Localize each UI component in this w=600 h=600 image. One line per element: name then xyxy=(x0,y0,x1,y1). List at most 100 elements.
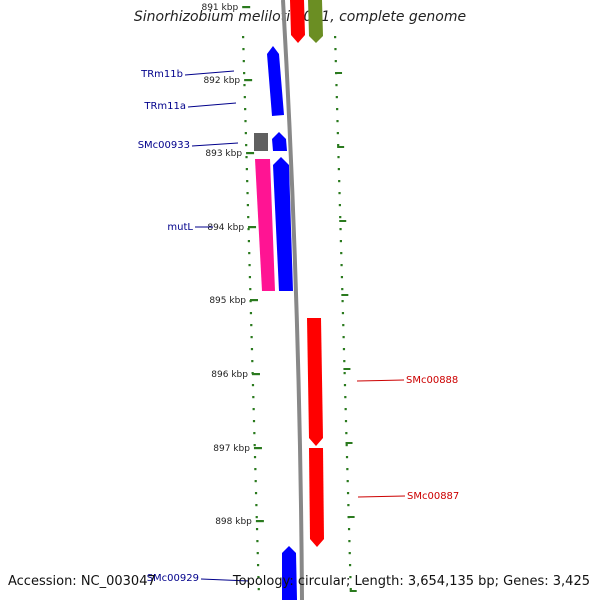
guide-dot xyxy=(342,324,345,327)
guide-dot xyxy=(248,264,251,267)
guide-dot xyxy=(346,492,350,495)
genome-info-label: Topology: circular; Length: 3,654,135 bp… xyxy=(232,574,590,589)
minor-tick xyxy=(339,220,347,222)
gene-label[interactable]: SMc00929 xyxy=(147,573,199,584)
guide-dot xyxy=(250,324,253,327)
guide-dot xyxy=(340,252,343,255)
gene-label-leaders xyxy=(184,70,406,582)
guide-dot xyxy=(250,336,253,339)
guide-dot xyxy=(249,288,252,291)
guide-dot xyxy=(338,192,341,195)
guide-dot xyxy=(254,492,258,495)
genome-backbone xyxy=(281,0,304,600)
guide-dot xyxy=(246,180,249,183)
guide-dot xyxy=(243,96,246,99)
guide-dot xyxy=(347,528,351,531)
gene-rna[interactable] xyxy=(255,159,275,291)
guide-dot xyxy=(347,504,350,507)
guide-dot xyxy=(256,552,259,555)
gene-trm11b[interactable] xyxy=(267,46,284,116)
guide-dot xyxy=(338,180,341,183)
guide-dot xyxy=(255,516,258,519)
guide-dot xyxy=(346,468,349,471)
minor-tick xyxy=(337,146,345,148)
gene-label-leader xyxy=(184,70,235,76)
guide-dot xyxy=(246,204,249,207)
gene-label[interactable]: TRm11a xyxy=(143,101,186,112)
guide-dot xyxy=(243,84,246,87)
gene-smc00888[interactable] xyxy=(307,318,323,446)
gene-label-leader xyxy=(191,142,239,147)
guide-dot xyxy=(250,348,254,351)
guide-dot xyxy=(344,420,348,423)
guide-dot xyxy=(343,384,347,387)
guide-dot xyxy=(344,396,347,399)
scale-tick-mark xyxy=(246,152,255,155)
guide-dot xyxy=(344,408,347,411)
scale-tick-mark xyxy=(242,6,251,9)
guide-dot xyxy=(342,336,345,339)
guide-dot xyxy=(343,360,346,363)
gene-label[interactable]: SMc00887 xyxy=(407,491,459,502)
guide-dot xyxy=(348,552,351,555)
guide-dot xyxy=(337,156,340,159)
gene-label[interactable]: mutL xyxy=(167,222,193,233)
guide-dot xyxy=(251,360,254,363)
guide-dot xyxy=(335,96,338,99)
guide-dot xyxy=(337,168,340,171)
gene-smc00933[interactable] xyxy=(254,133,268,151)
scale-tick-mark xyxy=(253,447,262,450)
minor-tick xyxy=(345,442,353,444)
guide-dot xyxy=(348,564,352,567)
guide-dot xyxy=(253,456,257,459)
guide-dot xyxy=(346,480,349,483)
guide-dot xyxy=(242,60,245,63)
accession-label: Accession: NC_003047 xyxy=(8,574,156,589)
gene-label-leader xyxy=(187,102,237,108)
guide-dot xyxy=(349,576,352,579)
gene-other-top[interactable] xyxy=(308,0,323,43)
guide-dot xyxy=(254,468,257,471)
gene-label[interactable]: SMc00888 xyxy=(406,375,458,386)
guide-dot xyxy=(245,156,248,159)
gene-smc00887[interactable] xyxy=(309,448,324,547)
gene-mutl[interactable] xyxy=(273,157,293,291)
scale-tick-label: 894 kbp xyxy=(207,223,244,233)
guide-dot xyxy=(339,216,342,219)
guide-dot xyxy=(340,264,343,267)
guide-dot xyxy=(249,312,253,315)
minor-tick xyxy=(347,516,355,518)
guide-dot xyxy=(345,432,348,435)
guide-dot xyxy=(256,564,260,567)
guide-dot xyxy=(253,432,256,435)
guide-dot xyxy=(341,312,345,315)
guide-dot xyxy=(242,48,245,51)
guide-dot xyxy=(336,120,339,123)
minor-tick xyxy=(343,368,351,370)
guide-dot xyxy=(245,144,248,147)
guide-dot xyxy=(244,108,247,111)
guide-dot xyxy=(335,84,338,87)
guide-dot xyxy=(247,216,250,219)
scale-tick-label: 895 kbp xyxy=(209,296,246,306)
gene-forward-top[interactable] xyxy=(290,0,305,43)
guide-dot xyxy=(339,228,342,231)
guide-dot xyxy=(349,588,352,591)
guide-dot xyxy=(339,240,342,243)
guide-dot xyxy=(244,120,247,123)
scale-tick-mark xyxy=(255,520,264,523)
gene-label-leader xyxy=(357,495,406,498)
scale-tick-label: 897 kbp xyxy=(213,444,250,454)
gene-smc00929[interactable] xyxy=(282,546,297,600)
gene-label[interactable]: TRm11b xyxy=(140,69,183,80)
gene-trm11a[interactable] xyxy=(272,132,287,151)
guide-dot xyxy=(336,108,339,111)
gene-label[interactable]: SMc00933 xyxy=(138,140,190,151)
guide-dot xyxy=(342,348,346,351)
guide-dot xyxy=(340,276,344,279)
scale-ticks: 891 kbp 892 kbp 893 kbp 894 kbp 895 kbp 896 k… xyxy=(201,3,264,527)
guide-dot xyxy=(253,444,256,447)
scale-tick-mark xyxy=(250,299,258,302)
scale-tick-label: 896 kbp xyxy=(211,370,248,380)
guide-dot xyxy=(255,504,258,507)
